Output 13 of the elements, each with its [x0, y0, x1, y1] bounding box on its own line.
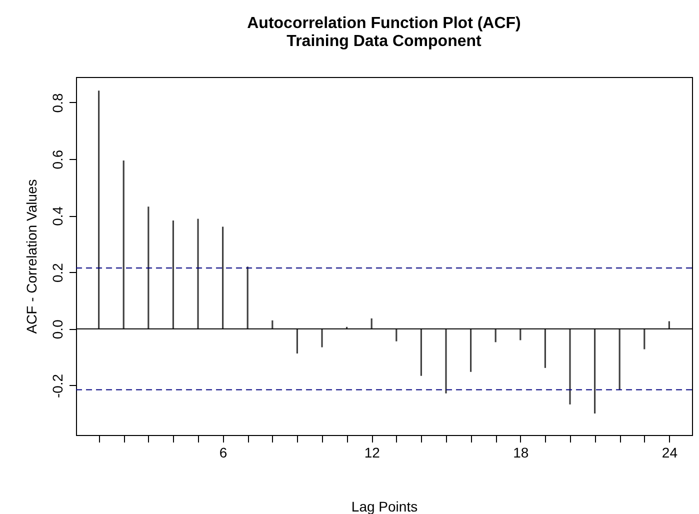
chart-subtitle: Training Data Component — [286, 33, 482, 50]
x-tick-label: 24 — [662, 444, 678, 460]
y-tick-label: 0.2 — [50, 262, 66, 283]
x-tick-label: 6 — [219, 444, 228, 460]
y-tick-label: 0.6 — [50, 150, 66, 170]
y-tick-label: 0.0 — [50, 319, 66, 340]
y-tick-label: 0.8 — [50, 93, 66, 113]
y-tick-label: 0.4 — [50, 206, 66, 226]
x-tick-label: 18 — [513, 444, 529, 460]
x-tick-label: 12 — [364, 444, 380, 460]
y-axis-title: ACF - Correlation Values — [24, 179, 40, 334]
y-tick-label: -0.2 — [50, 374, 66, 398]
chart-title: Autocorrelation Function Plot (ACF) — [247, 15, 521, 32]
